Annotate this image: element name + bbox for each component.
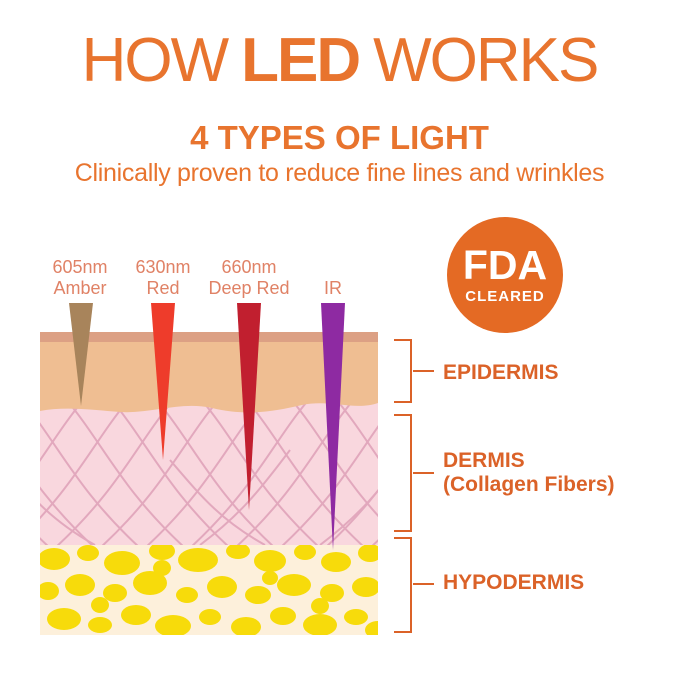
fat-cells-pattern [40,545,378,635]
bracket-tick-dermis [413,472,434,474]
skin-surface-stripe [40,332,378,342]
light-beam-amber [69,303,93,406]
layer-name: DERMIS [443,449,525,472]
layer-subname: (Collagen Fibers) [443,473,615,496]
light-name: Red [146,278,180,298]
label-dermis: DERMIS (Collagen Fibers) [443,449,615,497]
bracket-dermis [394,414,412,532]
layer-name: HYPODERMIS [443,571,585,594]
light-name: Amber [53,278,107,298]
bracket-tick-epidermis [413,370,434,372]
light-label-deep-red: 660nm Deep Red [189,255,309,299]
light-label-amber: 605nm Amber [20,255,140,299]
skin-cross-section-diagram [40,303,378,635]
tagline: Clinically proven to reduce fine lines a… [74,159,605,187]
light-beam-deep-red [237,303,261,510]
bracket-epidermis [394,339,412,403]
bracket-tick-hypodermis [413,583,434,585]
title-emphasis: LED [241,26,361,95]
label-epidermis: EPIDERMIS [443,361,559,385]
subtitle: 4 TYPES OF LIGHT [190,119,489,156]
light-label-red: 630nm Red [103,255,223,299]
light-wavelength: 630nm [135,257,191,277]
title-pre: HOW [81,26,230,95]
light-beam-ir [321,303,345,550]
light-name: Deep Red [208,278,290,298]
label-hypodermis: HYPODERMIS [443,571,584,595]
fda-badge-line1: FDA [462,242,548,288]
epidermis-layer [40,332,378,413]
fda-cleared-badge: FDA CLEARED [447,217,563,333]
light-beam-red [151,303,175,460]
light-name: IR [324,278,342,298]
light-wavelength: 605nm [52,257,108,277]
layer-name: EPIDERMIS [443,361,559,384]
bracket-hypodermis [394,537,412,633]
fda-badge-line2: CLEARED [465,288,545,305]
page-title: HOW LED WORKS [0,28,679,93]
title-post: WORKS [373,26,599,95]
light-wavelength: 660nm [221,257,277,277]
light-label-ir: IR [273,255,393,299]
